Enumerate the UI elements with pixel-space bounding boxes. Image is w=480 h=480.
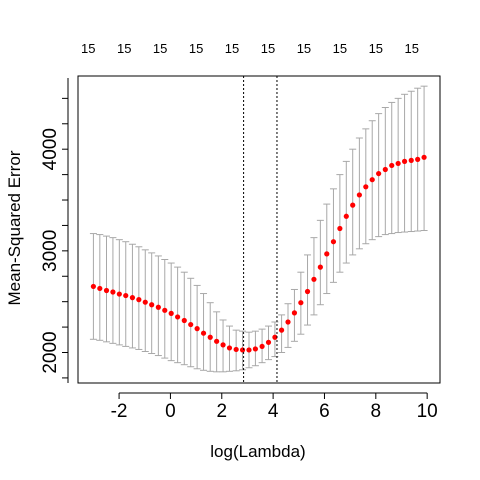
top-axis-label: 15 [297, 41, 311, 56]
top-axis-label: 15 [117, 41, 131, 56]
x-tick-label: 0 [165, 401, 176, 422]
data-point [382, 166, 388, 173]
data-point [233, 346, 239, 353]
data-point [415, 156, 421, 162]
data-point [162, 307, 168, 313]
data-point [356, 192, 362, 198]
x-tick-label: 10 [417, 401, 438, 422]
error-bar [284, 303, 292, 348]
data-point [337, 225, 343, 232]
data-point [155, 304, 161, 310]
error-bar [349, 148, 357, 256]
top-axis-label: 15 [369, 41, 383, 56]
y-tick-label: 2000 [40, 331, 61, 373]
data-point [149, 302, 155, 308]
x-axis: -2 0 2 4 6 8 10 [111, 392, 438, 422]
error-bar [310, 237, 318, 316]
data-point [395, 160, 401, 167]
reference-lines [243, 76, 278, 383]
data-point [129, 295, 136, 301]
data-point [265, 339, 272, 345]
top-axis-label: 15 [189, 41, 203, 56]
data-point [408, 157, 414, 163]
data-point [181, 317, 187, 324]
plot-frame [77, 75, 441, 384]
top-axis-label: 15 [261, 41, 275, 56]
data-point [330, 239, 337, 245]
error-bar [278, 314, 286, 354]
data-point [142, 299, 148, 305]
data-point [207, 334, 213, 340]
data-point [272, 334, 278, 340]
x-tick-label: 8 [371, 401, 382, 422]
top-axis-label: 15 [405, 41, 419, 56]
data-point [246, 347, 252, 353]
data-point [136, 297, 142, 303]
data-point [369, 177, 375, 183]
data-point [116, 291, 122, 297]
data-point [304, 288, 311, 295]
top-axis-label: 15 [81, 41, 95, 56]
data-point [90, 283, 97, 290]
data-point [291, 310, 298, 316]
error-bar [336, 174, 344, 273]
data-point [110, 289, 116, 295]
top-axis-label: 15 [333, 41, 347, 56]
error-bar [316, 219, 324, 306]
data-point [123, 292, 129, 299]
x-tick-label: 4 [268, 401, 279, 422]
data-point [350, 202, 356, 208]
data-point [401, 158, 408, 164]
data-point [363, 184, 369, 190]
y-axis-label: Mean-Squared Error [5, 150, 24, 305]
data-point [278, 327, 285, 333]
data-point [103, 287, 110, 294]
data-point [376, 170, 382, 177]
data-point [226, 345, 233, 351]
y-tick-label: 4000 [40, 128, 61, 170]
error-bar [323, 203, 331, 295]
error-bars [89, 85, 428, 373]
data-point [220, 342, 226, 348]
x-tick-label: 2 [216, 401, 227, 422]
data-points [90, 154, 427, 353]
data-point [389, 162, 395, 169]
x-tick-label: -2 [111, 401, 128, 422]
x-tick-label: 6 [319, 401, 330, 422]
data-point [259, 343, 265, 350]
error-bar [342, 160, 350, 264]
data-point [188, 321, 194, 328]
data-point [239, 347, 246, 353]
data-point [421, 154, 427, 160]
data-point [175, 314, 181, 320]
data-point [252, 346, 259, 352]
data-point [324, 251, 330, 257]
data-point [194, 326, 200, 332]
x-axis-label: log(Lambda) [210, 442, 305, 461]
y-tick-label: 3000 [40, 230, 61, 272]
data-point [311, 276, 317, 282]
data-point [343, 213, 349, 219]
data-point [317, 264, 323, 270]
data-point [97, 285, 103, 292]
top-axis-label: 15 [225, 41, 239, 56]
data-point [168, 310, 174, 316]
top-axis-labels: 15 15 15 15 15 15 15 15 15 15 [81, 41, 419, 56]
data-point [200, 330, 207, 336]
data-point [214, 338, 220, 344]
error-bar [329, 188, 337, 283]
data-point [298, 300, 304, 306]
top-axis-label: 15 [153, 41, 167, 56]
data-point [285, 319, 291, 325]
y-axis: 2000 3000 4000 [40, 78, 69, 383]
